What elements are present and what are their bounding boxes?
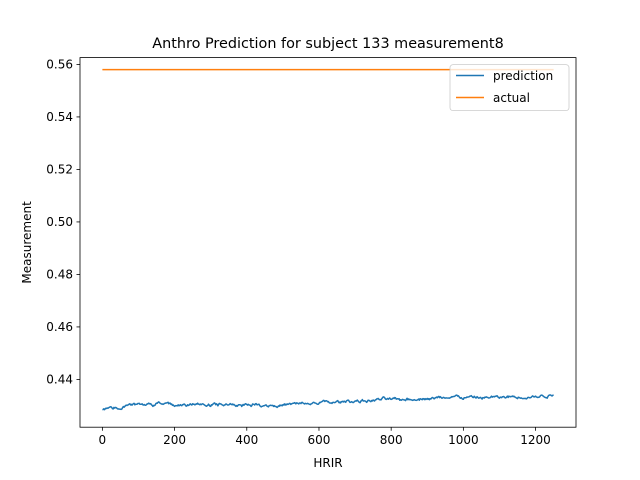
x-tick-label: 800 — [380, 433, 403, 447]
x-axis-ticks: 0 200 400 600 800 1000 1200 — [99, 427, 551, 447]
x-axis-label: HRIR — [313, 456, 342, 470]
chart-title: Anthro Prediction for subject 133 measur… — [152, 36, 503, 52]
x-tick-label: 200 — [163, 433, 186, 447]
legend: prediction actual — [449, 64, 570, 111]
legend-label-actual: actual — [493, 91, 530, 105]
x-tick-label: 0 — [99, 433, 107, 447]
y-tick-label: 0.52 — [46, 163, 73, 177]
y-tick-label: 0.54 — [46, 110, 73, 124]
y-tick-label: 0.48 — [46, 268, 73, 282]
series-line-prediction — [102, 394, 554, 411]
y-axis-ticks: 0.44 0.46 0.48 0.50 0.52 0.54 0.56 — [46, 58, 80, 387]
legend-label-prediction: prediction — [493, 69, 553, 83]
x-tick-label: 1000 — [448, 433, 479, 447]
y-axis-label: Measurement — [20, 201, 34, 284]
y-tick-label: 0.46 — [46, 320, 73, 334]
y-tick-label: 0.44 — [46, 373, 73, 387]
x-tick-label: 600 — [308, 433, 331, 447]
x-tick-label: 400 — [235, 433, 258, 447]
y-tick-label: 0.50 — [46, 215, 73, 229]
y-tick-label: 0.56 — [46, 58, 73, 72]
x-tick-label: 1200 — [520, 433, 551, 447]
axes-frame — [79, 57, 577, 428]
